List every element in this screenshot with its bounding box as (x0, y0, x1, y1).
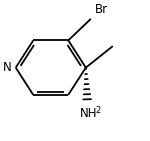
Text: N: N (3, 61, 12, 74)
Text: Br: Br (95, 3, 108, 16)
Text: 2: 2 (96, 106, 101, 115)
Text: NH: NH (80, 107, 98, 120)
